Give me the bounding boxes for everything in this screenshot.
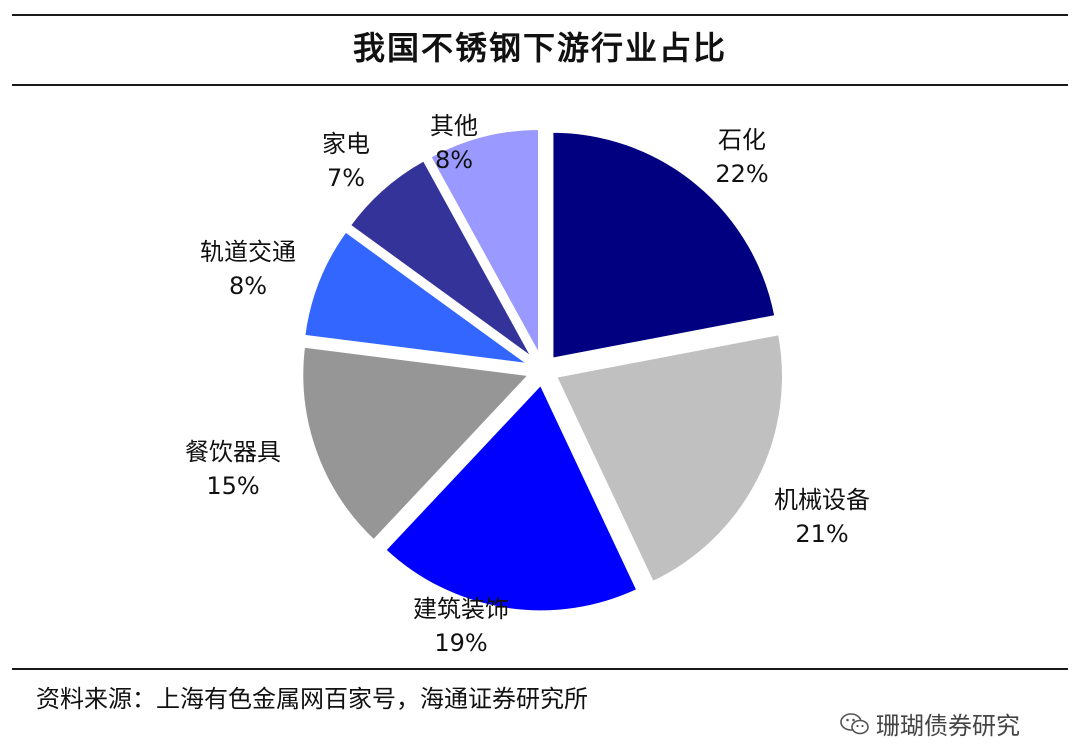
pie-chart: 石化 22% 机械设备 21% 建筑装饰 19% 餐饮器具 15% 轨道交通 8% 家电 7% 其他 8% [185, 112, 870, 657]
slice-name-label: 餐饮器具 [185, 438, 281, 466]
watermark-text: 珊瑚债券研究 [876, 712, 1020, 740]
pie-labels: 石化 22% 机械设备 21% 建筑装饰 19% 餐饮器具 15% 轨道交通 8% 家电 7% 其他 8% [185, 112, 870, 657]
pie-slice-6 [427, 126, 542, 358]
pie-slice-3 [300, 344, 533, 544]
slice-value-label: 8% [435, 146, 473, 174]
slice-value-label: 7% [327, 164, 365, 192]
wechat-icon [840, 712, 869, 734]
title-rule [12, 84, 1068, 86]
pie-slices [300, 126, 785, 614]
watermark: 珊瑚债券研究 [840, 706, 1020, 741]
top-rule [12, 14, 1068, 16]
slice-name-label: 机械设备 [774, 486, 870, 514]
slice-name-label: 其他 [430, 112, 478, 140]
pie-slice-0 [550, 129, 778, 362]
slice-name-label: 石化 [718, 126, 766, 154]
pie-slice-2 [382, 381, 640, 614]
slice-value-label: 8% [229, 272, 267, 300]
chart-title: 我国不锈钢下游行业占比 [352, 29, 727, 67]
pie-slice-1 [553, 331, 785, 585]
bottom-rule [12, 668, 1068, 670]
slice-name-label: 建筑装饰 [413, 595, 509, 623]
pie-slice-4 [302, 228, 531, 367]
pie-slice-5 [347, 157, 536, 361]
slice-value-label: 15% [206, 472, 259, 500]
slice-value-label: 19% [434, 629, 487, 657]
slice-name-label: 轨道交通 [200, 238, 296, 266]
slice-value-label: 21% [795, 520, 848, 548]
slice-value-label: 22% [715, 160, 768, 188]
slice-name-label: 家电 [322, 130, 370, 158]
source-note: 资料来源：上海有色金属网百家号，海通证券研究所 [36, 685, 588, 713]
